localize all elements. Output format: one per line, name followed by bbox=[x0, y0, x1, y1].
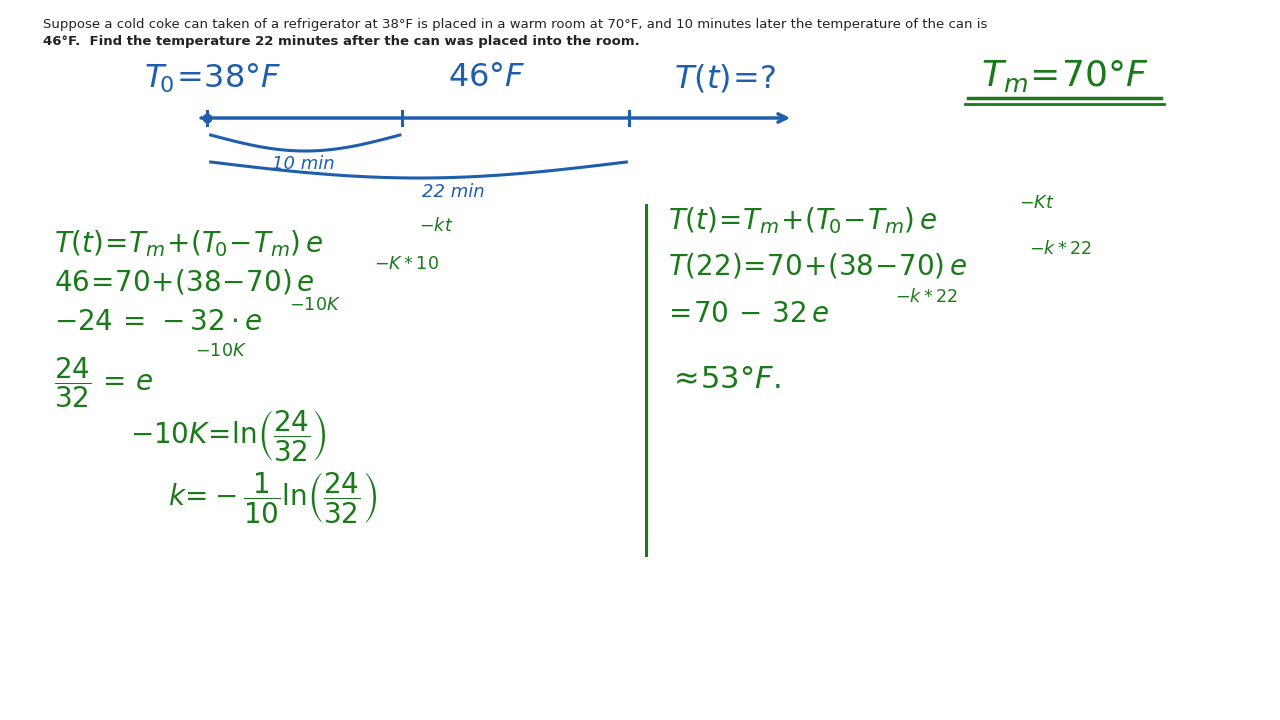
Text: $^{-10K}$: $^{-10K}$ bbox=[289, 299, 340, 323]
Text: Suppose a cold coke can taken of a refrigerator at 38°F is placed in a warm room: Suppose a cold coke can taken of a refri… bbox=[44, 18, 987, 31]
Text: $46\!=\!70\!+\!(38\!-\!70)\,e$: $46\!=\!70\!+\!(38\!-\!70)\,e$ bbox=[54, 267, 315, 296]
Text: $\!=\!70\,-\,32\,e$: $\!=\!70\,-\,32\,e$ bbox=[668, 300, 829, 328]
Text: 22 min: 22 min bbox=[422, 183, 484, 201]
Text: $46°F$: $46°F$ bbox=[448, 62, 526, 93]
Text: $^{-K*10}$: $^{-K*10}$ bbox=[374, 258, 439, 282]
Text: $T_{\!0}\!=\!38°F$: $T_{\!0}\!=\!38°F$ bbox=[145, 62, 282, 95]
Text: $T(t)\!=\!T_m\!+\!(T_{\!0}\!-\!T_m)\,e$: $T(t)\!=\!T_m\!+\!(T_{\!0}\!-\!T_m)\,e$ bbox=[668, 205, 937, 236]
Text: $T(t)\!=\!?$: $T(t)\!=\!?$ bbox=[673, 62, 776, 94]
Text: $^{-k*22}$: $^{-k*22}$ bbox=[1029, 243, 1092, 267]
Text: $-24\,=\,-32\cdot e$: $-24\,=\,-32\cdot e$ bbox=[54, 308, 262, 336]
Text: $T_m\!=\!70°F$: $T_m\!=\!70°F$ bbox=[980, 58, 1148, 94]
Text: $^{-Kt}$: $^{-Kt}$ bbox=[1019, 197, 1055, 221]
Text: 46°F.  Find the temperature 22 minutes after the can was placed into the room.: 46°F. Find the temperature 22 minutes af… bbox=[44, 35, 640, 48]
Text: $^{-10K}$: $^{-10K}$ bbox=[195, 345, 247, 369]
Text: $-10K\!=\!\ln\!\left(\dfrac{24}{32}\right)$: $-10K\!=\!\ln\!\left(\dfrac{24}{32}\righ… bbox=[131, 408, 328, 463]
Text: $\approx\!53°F.$: $\approx\!53°F.$ bbox=[668, 365, 781, 394]
Text: $k\!=\!-\dfrac{1}{10}\ln\!\left(\dfrac{24}{32}\right)$: $k\!=\!-\dfrac{1}{10}\ln\!\left(\dfrac{2… bbox=[168, 470, 376, 525]
Text: $\dfrac{24}{32}\,=\,e$: $\dfrac{24}{32}\,=\,e$ bbox=[54, 355, 154, 410]
Text: $^{-k*22}$: $^{-k*22}$ bbox=[895, 291, 957, 315]
Text: $^{-kt}$: $^{-kt}$ bbox=[419, 220, 453, 244]
Text: 10 min: 10 min bbox=[273, 155, 335, 173]
Text: $T(22)\!=\!70\!+\!(38\!-\!70)\,e$: $T(22)\!=\!70\!+\!(38\!-\!70)\,e$ bbox=[668, 252, 968, 281]
Text: $T(t)\!=\!T_m\!+\!(T_{\!0}\!-\!T_m)\,e$: $T(t)\!=\!T_m\!+\!(T_{\!0}\!-\!T_m)\,e$ bbox=[54, 228, 324, 258]
